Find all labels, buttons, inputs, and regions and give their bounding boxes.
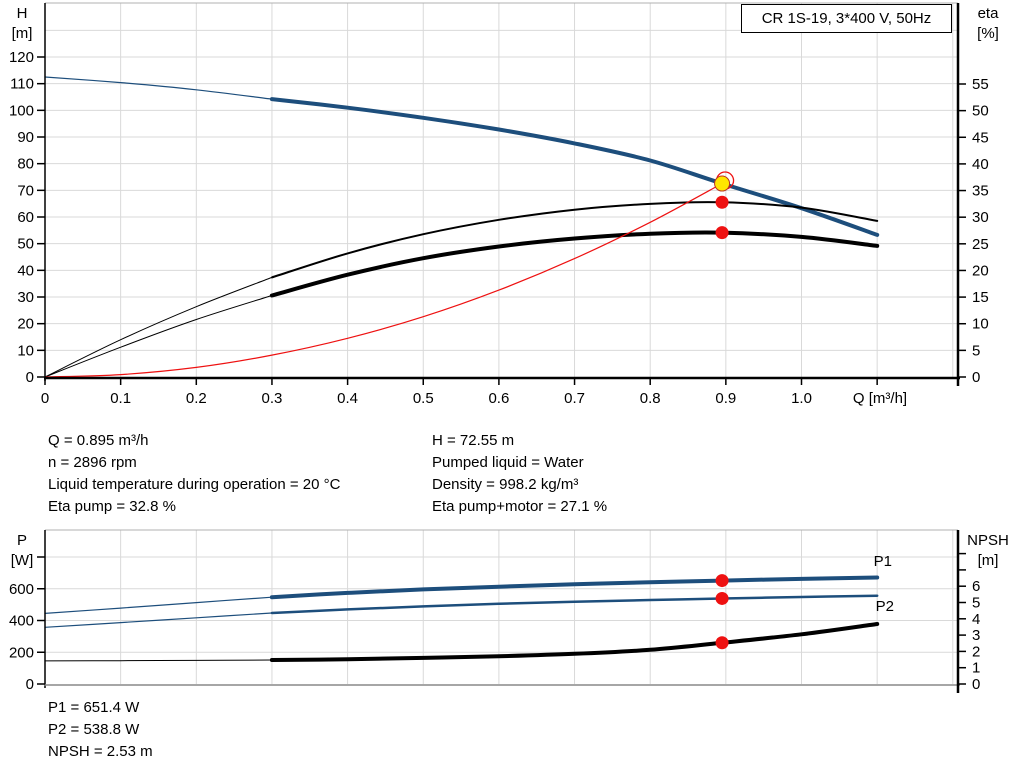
curve-title: CR 1S-19, 3*400 V, 50Hz <box>761 10 932 27</box>
duty-info-left: Q = 0.895 m³/h n = 2896 rpm Liquid tempe… <box>48 430 340 518</box>
p1-point <box>715 574 729 588</box>
p1-curve <box>269 575 880 600</box>
right-axis-unit: NPSH <box>967 532 1009 549</box>
duty-density: Density = 998.2 kg/m³ <box>432 476 579 493</box>
right-tick-label: 55 <box>972 76 989 93</box>
right-axis-unit: [%] <box>977 25 999 42</box>
h-curve-extension <box>44 76 273 100</box>
duty-eta-pump: Eta pump = 32.8 % <box>48 498 176 515</box>
npsh-point <box>715 636 729 650</box>
left-tick-label: 110 <box>10 76 34 93</box>
curve-title-box: CR 1S-19, 3*400 V, 50Hz <box>741 4 952 33</box>
left-tick-label: 200 <box>9 644 34 661</box>
left-tick-label: 0 <box>26 369 34 386</box>
eta-pump-motor-extension <box>44 295 273 378</box>
left-tick-label: 0 <box>26 676 34 693</box>
duty-p1: P1 = 651.4 W <box>48 699 140 716</box>
left-tick-label: 80 <box>17 156 34 173</box>
right-axis-unit: [m] <box>978 552 999 569</box>
right-tick-label: 10 <box>972 316 989 333</box>
left-tick-label: 70 <box>17 182 34 199</box>
x-tick-label: 0.1 <box>110 390 131 407</box>
duty-eta-pump-motor: Eta pump+motor = 27.1 % <box>432 498 608 515</box>
x-tick-label: 0.6 <box>488 390 509 407</box>
left-tick-label: 40 <box>17 262 34 279</box>
eta-pump-motor-point <box>715 226 729 240</box>
duty-speed: n = 2896 rpm <box>48 454 137 471</box>
curve-label: P2 <box>876 598 894 615</box>
right-tick-label: 0 <box>972 369 980 386</box>
curve-label: P1 <box>874 553 892 570</box>
power-info: P1 = 651.4 W P2 = 538.8 W NPSH = 2.53 m <box>48 697 153 763</box>
duty-head: H = 72.55 m <box>432 432 515 449</box>
right-tick-label: 45 <box>972 129 989 146</box>
duty-npsh: NPSH = 2.53 m <box>48 743 153 760</box>
x-tick-label: 0 <box>41 390 49 407</box>
duty-liquid-temp: Liquid temperature during operation = 20… <box>48 476 341 493</box>
x-axis-label: Q [m³/h] <box>853 390 907 407</box>
right-tick-label: 1 <box>972 660 980 677</box>
right-tick-label: 5 <box>972 342 980 359</box>
left-tick-label: 20 <box>17 316 34 333</box>
left-tick-label: 30 <box>17 289 34 306</box>
eta-pump-curve <box>270 201 879 279</box>
right-tick-label: 3 <box>972 627 980 644</box>
system-curve <box>44 182 723 378</box>
x-tick-label: 0.5 <box>413 390 434 407</box>
p2-point <box>715 591 729 605</box>
right-tick-label: 20 <box>972 262 989 279</box>
left-axis-unit: [m] <box>12 25 33 42</box>
left-tick-label: 60 <box>17 209 34 226</box>
left-tick-label: 50 <box>17 236 34 253</box>
duty-flow: Q = 0.895 m³/h <box>48 432 149 449</box>
duty-point <box>714 175 731 192</box>
h-curve <box>269 97 880 237</box>
right-tick-label: 2 <box>972 643 980 660</box>
left-axis-unit: H <box>17 5 28 22</box>
p2-curve <box>270 594 879 615</box>
eta-pump-extension <box>44 276 273 378</box>
right-tick-label: 40 <box>972 156 989 173</box>
left-axis-unit: [W] <box>11 552 34 569</box>
x-tick-label: 0.4 <box>337 390 358 407</box>
right-tick-label: 30 <box>972 209 989 226</box>
x-tick-label: 0.9 <box>715 390 736 407</box>
left-tick-label: 100 <box>9 102 34 119</box>
p2-extension <box>44 612 273 628</box>
left-axis-unit: P <box>17 532 27 549</box>
p1-extension <box>44 596 273 614</box>
right-tick-label: 5 <box>972 595 980 612</box>
x-tick-label: 0.8 <box>640 390 661 407</box>
right-tick-label: 15 <box>972 289 989 306</box>
left-tick-label: 90 <box>17 129 34 146</box>
eta-pump-point <box>715 195 729 209</box>
duty-info-right: H = 72.55 m Pumped liquid = Water Densit… <box>432 430 607 518</box>
left-tick-label: 120 <box>9 49 34 66</box>
duty-p2: P2 = 538.8 W <box>48 721 140 738</box>
right-axis-unit: eta <box>978 5 1000 22</box>
right-tick-label: 50 <box>972 103 989 120</box>
npsh-extension <box>44 659 273 662</box>
x-tick-label: 0.2 <box>186 390 207 407</box>
eta-pump-motor-curve <box>269 230 880 298</box>
right-tick-label: 4 <box>972 611 980 628</box>
right-tick-label: 25 <box>972 236 989 253</box>
x-tick-label: 1.0 <box>791 390 812 407</box>
right-tick-label: 0 <box>972 676 980 693</box>
x-tick-label: 0.3 <box>262 390 283 407</box>
left-tick-label: 600 <box>9 581 34 598</box>
right-tick-label: 35 <box>972 183 989 200</box>
right-tick-label: 6 <box>972 578 980 595</box>
left-tick-label: 10 <box>17 342 34 359</box>
npsh-curve <box>269 622 880 662</box>
duty-pumped-liquid: Pumped liquid = Water <box>432 454 584 471</box>
x-tick-label: 0.7 <box>564 390 585 407</box>
left-tick-label: 400 <box>9 613 34 630</box>
